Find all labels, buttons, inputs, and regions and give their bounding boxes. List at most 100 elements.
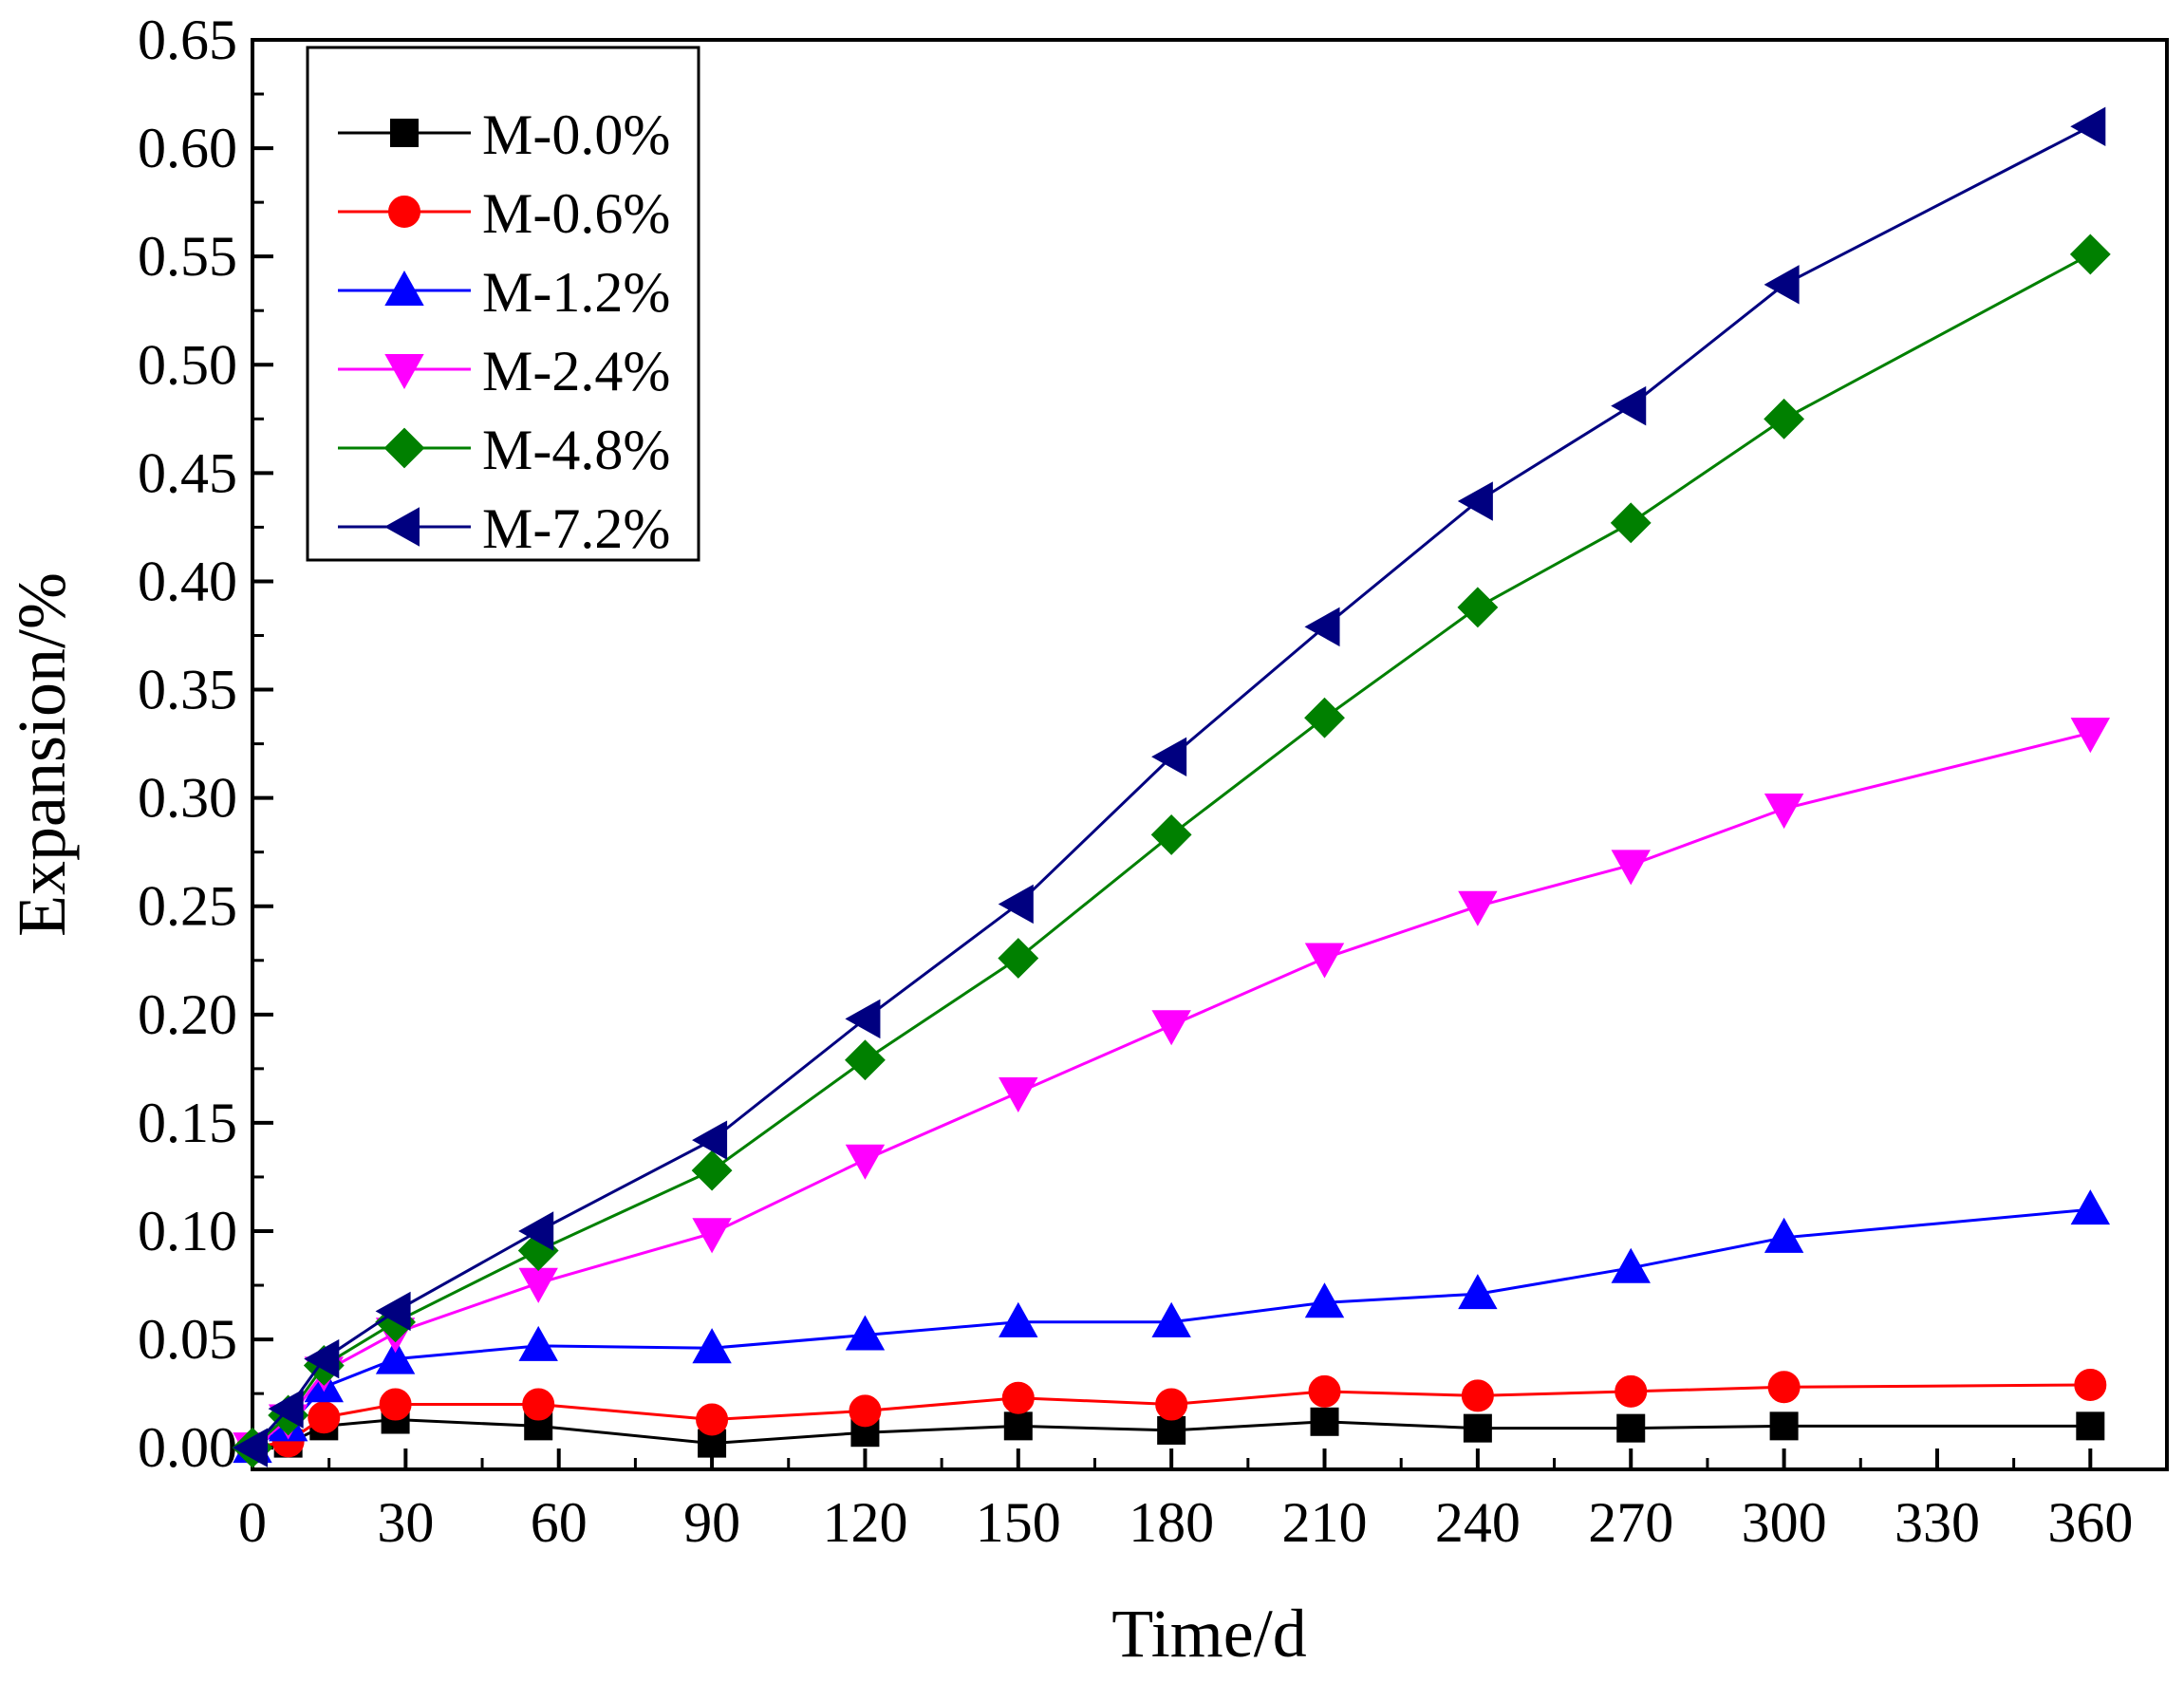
y-tick-label: 0.40 [138,550,237,612]
data-point [1304,607,1340,647]
data-point [1764,265,1800,305]
data-point [1611,385,1647,426]
data-point [1155,1388,1188,1421]
y-axis-label: Expansion/% [4,572,80,937]
data-point [999,1076,1038,1113]
data-point [845,1144,886,1180]
data-point [2069,234,2111,275]
legend-marker [384,354,424,390]
data-point [1615,1374,1648,1408]
data-point [1151,737,1187,776]
x-tick-label: 330 [1895,1491,1980,1554]
x-tick-label: 270 [1588,1491,1673,1554]
plot-frame [251,38,2169,1471]
x-axis: 0 30 60 90 120 150 180 210 240 270 300 330 360 [238,1448,2133,1554]
y-tick-label: 0.20 [138,983,237,1046]
y-tick-label: 0.25 [138,875,237,938]
legend-marker [383,507,420,547]
x-tick-label: 0 [238,1491,267,1554]
x-tick-label: 180 [1129,1491,1214,1554]
legend-label: M-2.4% [482,340,670,402]
data-point [691,1149,733,1191]
data-point [845,999,881,1039]
legend-label: M-7.2% [482,497,670,560]
y-tick-label: 0.65 [138,9,237,71]
series-line [252,1207,2091,1449]
data-point [998,884,1034,925]
x-tick-label: 240 [1435,1491,1521,1554]
data-point [1616,1413,1646,1443]
data-point [379,1388,412,1421]
data-point [998,938,1039,979]
data-point [692,1120,728,1160]
data-point [1151,1010,1191,1046]
y-tick-label: 0.15 [138,1092,237,1154]
legend-marker [390,119,419,147]
data-point [375,1338,416,1374]
y-tick-label: 0.55 [138,225,237,288]
data-point [1764,398,1805,439]
y-axis: 0.00 0.05 0.10 0.15 0.20 0.25 0.30 0.35 0.40 0.45… [138,9,273,1479]
data-point [1151,1301,1191,1337]
data-point [375,1291,411,1332]
legend-label: M-4.8% [482,419,670,481]
y-tick-label: 0.60 [138,117,237,179]
data-point [1611,850,1651,886]
x-axis-label: Time/d [1111,1596,1306,1672]
data-point [2076,1411,2105,1441]
series-layer [232,106,2111,1468]
x-tick-label: 120 [822,1491,907,1554]
data-point [308,1401,341,1434]
data-point [1001,1381,1035,1414]
data-point [518,1267,558,1303]
y-tick-label: 0.10 [138,1200,237,1262]
data-point [1308,1374,1341,1408]
x-tick-label: 300 [1742,1491,1827,1554]
x-tick-label: 210 [1282,1491,1368,1554]
legend-marker [388,196,420,228]
legend: M-0.0% M-0.6% M-1.2% M-2.4% M-4.8% M-7.2% [306,46,700,562]
data-point [1764,1217,1804,1253]
data-point [1457,481,1493,521]
data-point [1610,502,1652,544]
data-point [522,1388,555,1421]
x-tick-label: 360 [2047,1491,2133,1554]
x-tick-label: 60 [531,1491,588,1554]
data-point [1458,1274,1498,1310]
data-point [1150,814,1192,855]
series-M-7.2% [232,106,2106,1467]
data-point [696,1403,729,1436]
data-point [999,1301,1038,1337]
y-tick-label: 0.50 [138,333,237,396]
x-tick-label: 30 [377,1491,434,1554]
data-point [304,1338,340,1379]
data-point [1304,943,1345,979]
y-tick-label: 0.30 [138,767,237,830]
data-point [2070,718,2111,754]
data-point [692,1218,732,1254]
data-point [1304,1282,1345,1318]
data-point [1767,1371,1801,1404]
legend-marker [383,427,425,469]
legend-marker [384,270,424,306]
data-point [1463,1413,1492,1443]
data-point [1310,1407,1339,1436]
data-point [2070,1189,2111,1225]
data-point [1304,697,1345,738]
data-point [1457,587,1499,628]
data-point [1764,794,1804,830]
y-tick-label: 0.35 [138,659,237,721]
y-tick-label: 0.45 [138,441,237,504]
data-point [1769,1411,1799,1441]
data-point [845,1039,886,1081]
data-point [1611,1247,1651,1283]
data-point [849,1394,882,1428]
legend-label: M-1.2% [482,261,670,324]
data-point [1003,1411,1033,1441]
data-point [2074,1369,2107,1402]
data-point [1157,1415,1186,1445]
y-tick-label: 0.00 [138,1416,237,1479]
data-point [845,1315,886,1351]
